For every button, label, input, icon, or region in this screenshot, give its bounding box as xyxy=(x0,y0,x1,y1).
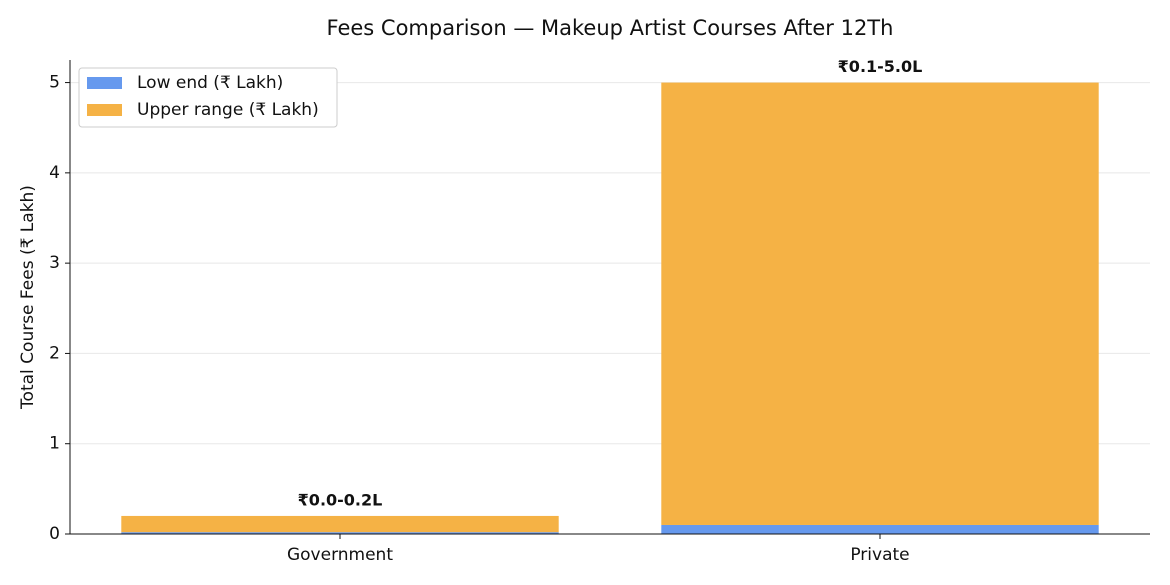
y-tick-label: 4 xyxy=(49,163,60,183)
y-tick-label: 1 xyxy=(49,434,60,454)
bar-segment xyxy=(121,515,559,533)
bar-annotation: ₹0.1-5.0L xyxy=(838,57,923,76)
legend-box xyxy=(78,67,338,128)
legend-swatch xyxy=(87,77,122,89)
legend-swatch xyxy=(87,104,122,116)
chart-title: Fees Comparison — Makeup Artist Courses … xyxy=(327,16,894,40)
bar-segment xyxy=(661,524,1099,534)
y-axis-label: Total Course Fees (₹ Lakh) xyxy=(18,185,38,410)
x-tick-label: Private xyxy=(850,545,909,565)
bar-annotation: ₹0.0-0.2L xyxy=(298,490,383,509)
y-tick-label: 5 xyxy=(49,73,60,93)
y-tick-label: 2 xyxy=(49,343,60,363)
legend-label: Low end (₹ Lakh) xyxy=(137,73,283,93)
x-tick-label: Government xyxy=(287,545,393,565)
y-tick-label: 3 xyxy=(49,253,60,273)
legend-label: Upper range (₹ Lakh) xyxy=(137,100,319,120)
y-tick-label: 0 xyxy=(49,524,60,544)
bar-segment xyxy=(121,532,559,534)
bar-segment xyxy=(661,82,1099,525)
